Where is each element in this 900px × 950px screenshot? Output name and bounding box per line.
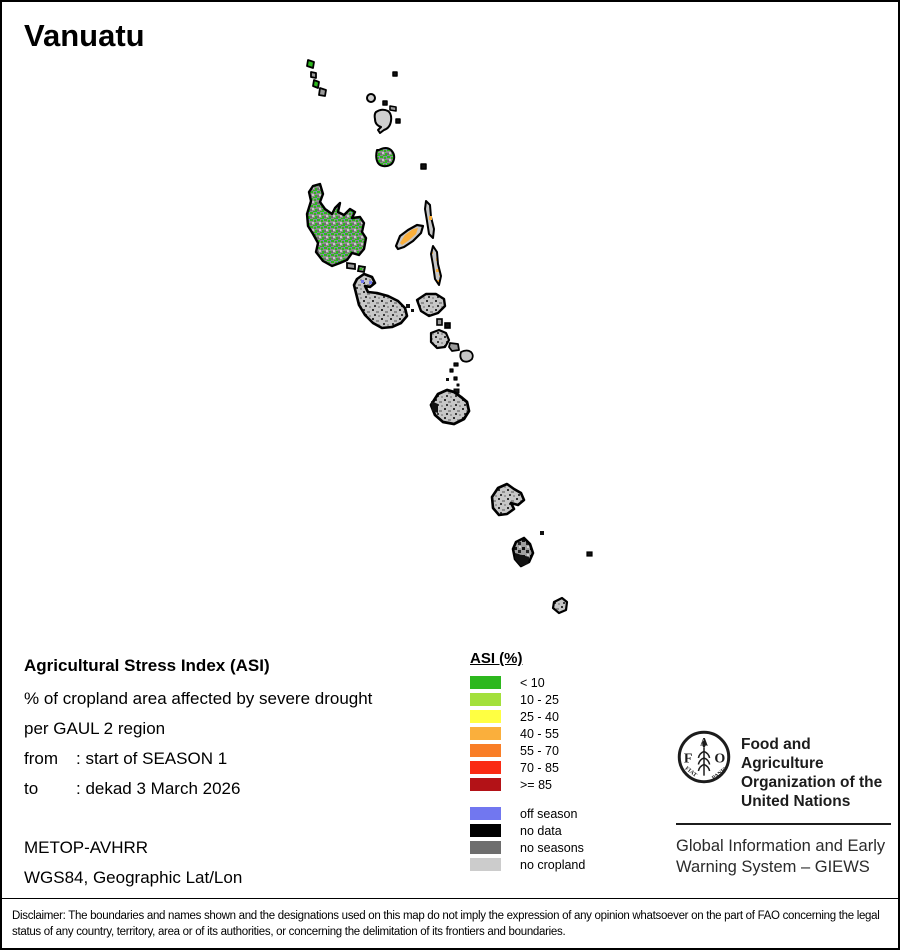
legend-row: no cropland bbox=[470, 856, 670, 873]
from-value: : start of SEASON 1 bbox=[76, 749, 228, 768]
legend-swatch bbox=[470, 824, 501, 837]
period-to: to : dekad 3 March 2026 bbox=[24, 779, 240, 799]
island-erromango bbox=[490, 482, 544, 535]
legend-swatch bbox=[470, 676, 501, 689]
legend-label: 55 - 70 bbox=[520, 743, 559, 758]
legend-swatch bbox=[470, 841, 501, 854]
legend-label: 70 - 85 bbox=[520, 760, 559, 775]
legend-swatch bbox=[470, 778, 501, 791]
legend-swatch bbox=[470, 744, 501, 757]
legend-row: 40 - 55 bbox=[470, 725, 670, 742]
to-value: : dekad 3 March 2026 bbox=[76, 779, 241, 798]
legend-row: no data bbox=[470, 822, 670, 839]
disclaimer-text: Disclaimer: The boundaries and names sho… bbox=[2, 898, 898, 948]
legend-swatch bbox=[470, 807, 501, 820]
legend-swatch bbox=[470, 727, 501, 740]
island-pentecost bbox=[430, 245, 442, 286]
legend-title: ASI (%) bbox=[470, 650, 523, 667]
island-maewo bbox=[424, 200, 435, 239]
island-tanna bbox=[511, 536, 593, 568]
wheat-ear-icon bbox=[697, 740, 711, 776]
island-group-shepherd bbox=[448, 342, 474, 387]
giews-line: Warning System – GIEWS bbox=[676, 858, 870, 876]
legend-swatch bbox=[470, 858, 501, 871]
island-group-malo bbox=[346, 261, 367, 274]
island-efate bbox=[429, 378, 471, 426]
legend-label: >= 85 bbox=[520, 777, 552, 792]
legend-label: no seasons bbox=[520, 840, 584, 855]
legend-label: no cropland bbox=[520, 857, 586, 872]
legend-row: 70 - 85 bbox=[470, 759, 670, 776]
giews-line: Global Information and Early bbox=[676, 837, 886, 855]
island-group-banks bbox=[366, 71, 427, 170]
legend-row: < 10 bbox=[470, 674, 670, 691]
fao-name-line: United Nations bbox=[741, 793, 851, 810]
asi-heading: Agricultural Stress Index (ASI) bbox=[24, 656, 270, 675]
legend-swatch bbox=[470, 710, 501, 723]
legend-label: 10 - 25 bbox=[520, 692, 559, 707]
projection-name: WGS84, Geographic Lat/Lon bbox=[24, 868, 243, 887]
fao-logo-icon: A F O FIAT PANIS bbox=[677, 730, 731, 784]
asi-legend: ASI (%) < 10 10 - 25 25 - 40 40 - 55 55 … bbox=[470, 650, 670, 873]
legend-swatch bbox=[470, 761, 501, 774]
legend-swatch bbox=[470, 693, 501, 706]
legend-label: 25 - 40 bbox=[520, 709, 559, 724]
legend-gap bbox=[470, 793, 670, 805]
island-aneityum bbox=[551, 596, 569, 615]
island-malekula bbox=[352, 272, 414, 330]
from-label: from bbox=[24, 749, 58, 768]
fao-organization-name: Food and Agriculture Organization of the… bbox=[741, 729, 892, 811]
fao-letter-f: F bbox=[684, 752, 693, 767]
legend-label: no data bbox=[520, 823, 562, 838]
fao-divider bbox=[676, 823, 891, 825]
island-group-torres bbox=[306, 59, 327, 97]
island-espiritu-santo bbox=[305, 182, 368, 268]
island-epi bbox=[429, 328, 451, 350]
legend-row: off season bbox=[470, 805, 670, 822]
island-ambrym bbox=[415, 292, 447, 318]
legend-label: 40 - 55 bbox=[520, 726, 559, 741]
legend-label: off season bbox=[520, 806, 578, 821]
page-title: Vanuatu bbox=[24, 18, 145, 53]
fao-name-line: Organization of the bbox=[741, 774, 883, 791]
island-group-paama bbox=[436, 318, 451, 329]
legend-row: 55 - 70 bbox=[470, 742, 670, 759]
asi-description-line1: % of cropland area affected by severe dr… bbox=[24, 689, 373, 708]
legend-label: < 10 bbox=[520, 675, 545, 690]
legend-row: 10 - 25 bbox=[470, 691, 670, 708]
asi-description-line2: per GAUL 2 region bbox=[24, 719, 166, 738]
giews-label: Global Information and Early Warning Sys… bbox=[676, 836, 892, 878]
fao-letter-o: O bbox=[714, 752, 725, 767]
fao-header: A F O FIAT PANIS Food and Agriculture bbox=[676, 729, 892, 811]
period-from: from : start of SEASON 1 bbox=[24, 749, 227, 769]
to-label: to bbox=[24, 779, 39, 798]
legend-row: 25 - 40 bbox=[470, 708, 670, 725]
fao-branding-block: A F O FIAT PANIS Food and Agriculture bbox=[676, 729, 892, 878]
island-ambae bbox=[394, 223, 425, 251]
legend-row: no seasons bbox=[470, 839, 670, 856]
legend-row: >= 85 bbox=[470, 776, 670, 793]
fao-name-line: Food and Agriculture bbox=[741, 736, 824, 772]
sensor-name: METOP-AVHRR bbox=[24, 838, 149, 857]
